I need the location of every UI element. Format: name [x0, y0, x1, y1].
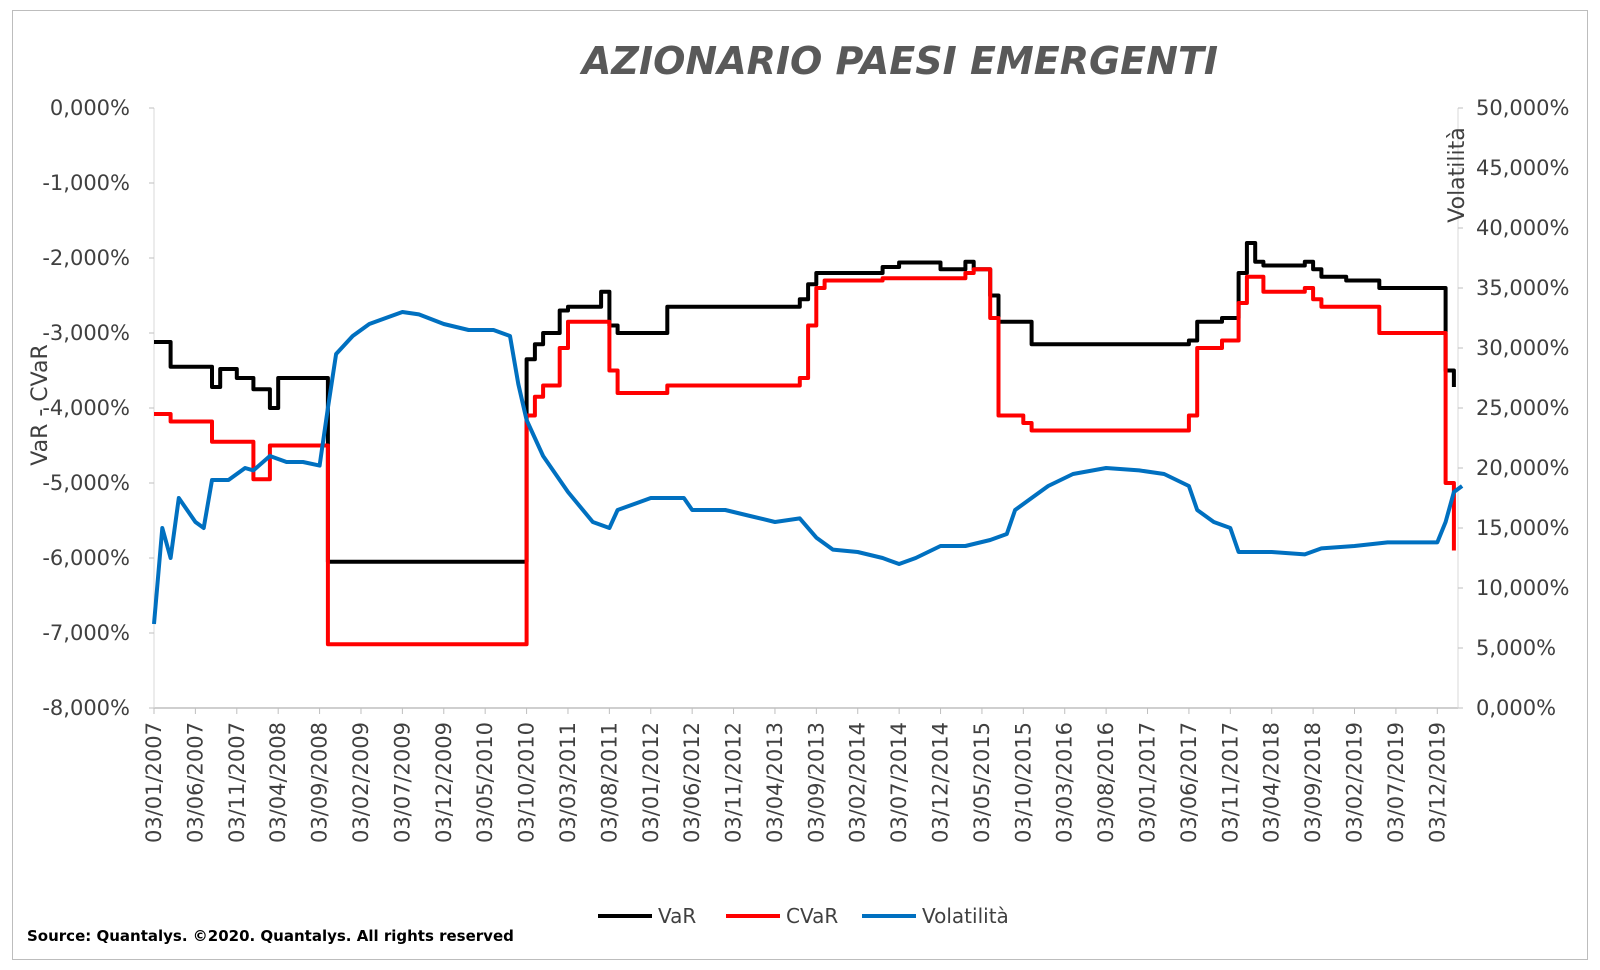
y-left-tick-label: -1,000% [42, 171, 130, 195]
x-tick-label: 03/06/2007 [183, 722, 207, 843]
y-left-tick-label: 0,000% [50, 96, 130, 120]
x-tick-label: 03/09/2018 [1301, 722, 1325, 843]
y-left-tick-label: -4,000% [42, 396, 130, 420]
y-right-tick-label: 0,000% [1476, 696, 1556, 720]
series-line-cvar [154, 267, 1456, 647]
x-tick-label: 03/06/2017 [1177, 722, 1201, 843]
x-tick-label: 03/01/2007 [142, 722, 166, 843]
y-right-tick-label: 30,000% [1476, 336, 1569, 360]
x-tick-label: 03/11/2012 [722, 722, 746, 843]
x-tick-label: 03/05/2010 [473, 722, 497, 843]
y-left-tick-label: -7,000% [42, 621, 130, 645]
x-tick-label: 03/11/2007 [225, 722, 249, 843]
x-tick-label: 03/07/2014 [887, 722, 911, 843]
y-right-tick-label: 20,000% [1476, 456, 1569, 480]
x-tick-label: 03/04/2008 [266, 722, 290, 843]
y-right-tick-label: 25,000% [1476, 396, 1569, 420]
y-right-tick-label: 50,000% [1476, 96, 1569, 120]
x-tick-label: 03/12/2019 [1425, 722, 1449, 843]
x-tick-label: 03/02/2009 [349, 722, 373, 843]
y-right-tick-label: 15,000% [1476, 516, 1569, 540]
x-tick-label: 03/12/2009 [432, 722, 456, 843]
x-tick-label: 03/09/2013 [804, 722, 828, 843]
legend: VaR CVaR Volatilità [598, 904, 1009, 928]
x-tick-label: 03/08/2011 [597, 722, 621, 843]
legend-label-cvar: CVaR [786, 904, 838, 928]
legend-label-volatilita: Volatilità [922, 904, 1009, 928]
x-tick-label: 03/05/2015 [970, 722, 994, 843]
x-tick-label: 03/01/2017 [1136, 722, 1160, 843]
y-right-tick-label: 45,000% [1476, 156, 1569, 180]
x-tick-label: 03/02/2014 [846, 722, 870, 843]
x-tick-label: 03/07/2009 [390, 722, 414, 843]
x-tick-label: 03/03/2016 [1053, 722, 1077, 843]
x-tick-label: 03/02/2019 [1343, 722, 1367, 843]
y-right-tick-label: 35,000% [1476, 276, 1569, 300]
chart-frame [12, 10, 1588, 960]
source-note: Source: Quantalys. ©2020. Quantalys. All… [27, 927, 514, 945]
plot-area: 0,000% -1,000% -2,000% -3,000% -4,000% -5,000… [42, 96, 1569, 843]
x-tick-label: 03/12/2014 [929, 722, 953, 843]
x-tick-label: 03/04/2013 [763, 722, 787, 843]
x-tick-label: 03/08/2016 [1094, 722, 1118, 843]
y-right-tick-label: 40,000% [1476, 216, 1569, 240]
x-tick-label: 03/01/2012 [639, 722, 663, 843]
right-axis-title: Volatilità [1445, 127, 1470, 222]
x-tick-label: 03/03/2011 [556, 722, 580, 843]
legend-label-var: VaR [658, 904, 696, 928]
x-tick-label: 03/04/2018 [1260, 722, 1284, 843]
y-right-tick-label: 5,000% [1476, 636, 1556, 660]
y-left-tick-label: -6,000% [42, 546, 130, 570]
x-tick-label: 03/06/2012 [680, 722, 704, 843]
x-tick-label: 03/10/2015 [1011, 722, 1035, 843]
series-line-volatilit [152, 310, 1464, 625]
y-right-tick-label: 10,000% [1476, 576, 1569, 600]
y-left-tick-label: -8,000% [42, 696, 130, 720]
x-tick-label: 03/09/2008 [308, 722, 332, 843]
left-axis-title: VaR - CVaR [28, 344, 53, 466]
chart-title: AZIONARIO PAESI EMERGENTI [579, 39, 1218, 83]
x-tick-label: 03/11/2017 [1218, 722, 1242, 843]
y-left-tick-label: -3,000% [42, 321, 130, 345]
y-left-tick-label: -2,000% [42, 246, 130, 270]
y-left-tick-label: -5,000% [42, 471, 130, 495]
x-tick-label: 03/07/2019 [1384, 722, 1408, 843]
series-line-var [154, 241, 1456, 564]
x-tick-label: 03/10/2010 [515, 722, 539, 843]
